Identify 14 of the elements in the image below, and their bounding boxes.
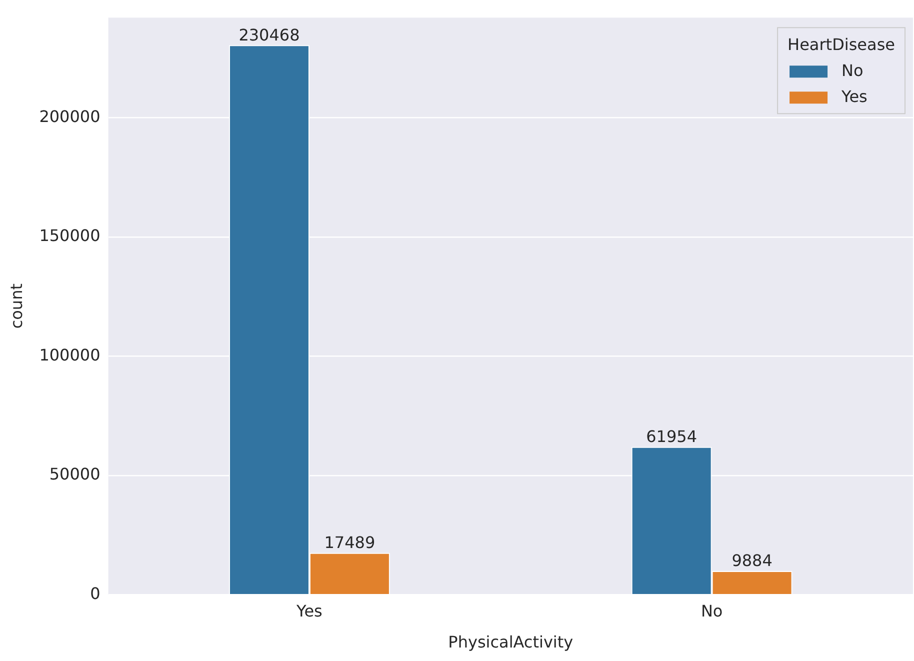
y-tick-label: 50000	[49, 464, 100, 484]
data-label: 17489	[324, 533, 376, 552]
x-axis-title: PhysicalActivity	[448, 632, 574, 652]
y-tick-label: 0	[90, 584, 100, 603]
y-tick-label: 150000	[39, 226, 100, 246]
y-tick-label: 200000	[39, 106, 100, 126]
y-tick-label: 100000	[39, 345, 100, 364]
y-axis-title: count	[6, 284, 26, 329]
data-label: 61954	[646, 427, 698, 446]
data-label: 9884	[732, 551, 772, 570]
data-label: 230468	[238, 25, 300, 44]
legend-title: HeartDisease	[788, 34, 896, 54]
legend-label: No	[842, 60, 864, 80]
legend-label: Yes	[840, 86, 868, 106]
